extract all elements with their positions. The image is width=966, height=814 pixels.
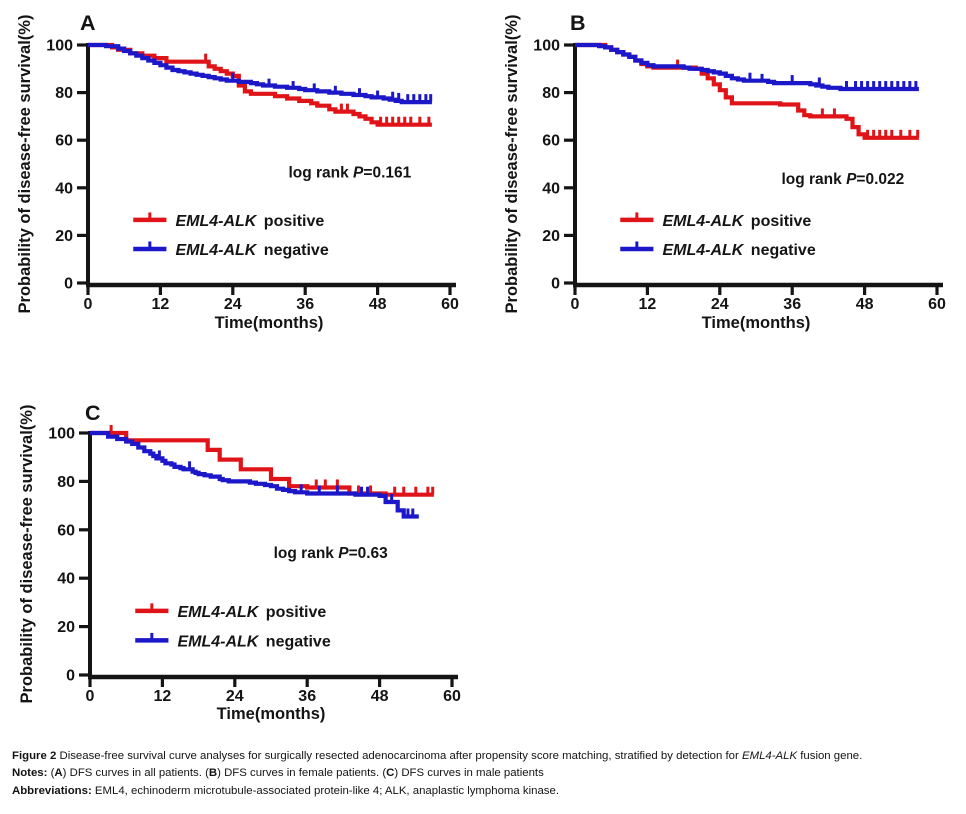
x-axis-title: Time(months) — [215, 314, 324, 332]
legend-label-positive: EML4-ALK positive — [662, 213, 811, 230]
survival-curve-negative — [88, 42, 432, 105]
legend-label-positive: EML4-ALK positive — [177, 604, 326, 621]
caption-segment: C — [386, 767, 395, 780]
caption-segment: ) DFS curves in female patients. ( — [217, 767, 387, 780]
x-tick-label: 36 — [783, 296, 801, 313]
x-tick-label: 24 — [224, 296, 242, 313]
y-tick-label: 60 — [542, 133, 560, 150]
y-tick-label: 0 — [551, 276, 560, 293]
caption-segment: EML4, echinoderm microtubule-associated … — [94, 784, 560, 797]
x-tick-label: 0 — [84, 296, 93, 313]
x-tick-label: 12 — [639, 296, 657, 313]
y-axis-title: Probability of disease-free survival(%) — [16, 15, 34, 314]
survival-curve-negative — [575, 42, 919, 92]
caption-segment: Notes: — [12, 767, 51, 780]
legend-label-positive: EML4-ALK positive — [175, 213, 324, 230]
y-tick-label: 80 — [57, 474, 75, 491]
x-tick-label: 48 — [369, 296, 387, 313]
log-rank-annotation: log rank P=0.161 — [288, 164, 411, 181]
legend-label-negative: EML4-ALK negative — [177, 633, 330, 650]
y-axis-title: Probability of disease-free survival(%) — [503, 15, 521, 314]
figure-caption: Figure 2 Disease-free survival curve ana… — [12, 748, 956, 800]
caption-segment: fusion gene. — [797, 750, 863, 762]
x-tick-label: 60 — [441, 296, 459, 313]
x-tick-label: 12 — [154, 688, 172, 705]
legend-label-negative: EML4-ALK negative — [662, 242, 815, 259]
km-chart-panel-c: C Probability of disease-free survival(%)… — [18, 401, 461, 723]
x-tick-label: 24 — [226, 688, 244, 705]
x-tick-label: 0 — [571, 296, 580, 313]
x-tick-label: 36 — [298, 688, 316, 705]
y-axis-title: Probability of disease-free survival(%) — [18, 405, 36, 704]
x-tick-label: 36 — [296, 296, 314, 313]
legend-label-negative: EML4-ALK negative — [175, 242, 328, 259]
caption-line: Figure 2 Disease-free survival curve ana… — [12, 748, 956, 765]
caption-segment: B — [208, 767, 218, 780]
km-chart-panel-b: B Probability of disease-free survival(%)… — [503, 11, 946, 332]
x-tick-label: 48 — [856, 296, 874, 313]
y-tick-label: 60 — [55, 133, 73, 150]
y-tick-label: 20 — [542, 228, 560, 245]
log-rank-annotation: log rank P=0.63 — [274, 545, 389, 562]
y-tick-label: 100 — [533, 38, 560, 55]
y-tick-label: 0 — [66, 668, 75, 685]
x-axis-title: Time(months) — [217, 705, 326, 723]
caption-segment: Disease-free survival curve analyses for… — [59, 750, 742, 762]
survival-curve-positive — [88, 42, 432, 127]
caption-segment: EML4-ALK — [741, 750, 798, 762]
x-axis-title: Time(months) — [702, 314, 811, 332]
y-tick-label: 60 — [57, 522, 75, 539]
caption-segment: ( — [50, 767, 55, 780]
caption-segment: A — [54, 767, 63, 780]
caption-segment: ) DFS curves in male patients — [394, 767, 544, 780]
survival-curve-positive — [575, 42, 919, 140]
x-tick-label: 60 — [928, 296, 946, 313]
x-tick-label: 60 — [443, 688, 461, 705]
survival-curve-negative — [90, 430, 419, 519]
y-tick-label: 100 — [48, 426, 75, 443]
caption-line: Abbreviations: EML4, echinoderm microtub… — [12, 783, 956, 800]
panel-letter: A — [80, 11, 96, 35]
x-tick-label: 24 — [711, 296, 729, 313]
y-tick-label: 40 — [57, 571, 75, 588]
panel-letter: B — [570, 11, 586, 35]
y-tick-label: 80 — [542, 85, 560, 102]
y-tick-label: 20 — [55, 228, 73, 245]
caption-segment: ) DFS curves in all patients. ( — [62, 767, 209, 780]
caption-segment: Abbreviations: — [12, 784, 95, 797]
panel-letter: C — [85, 401, 101, 425]
y-tick-label: 40 — [55, 180, 73, 197]
caption-line: Notes: (A) DFS curves in all patients. (… — [12, 765, 956, 782]
x-tick-label: 12 — [152, 296, 170, 313]
km-chart-panel-a: A Probability of disease-free survival(%)… — [16, 11, 459, 332]
y-tick-label: 40 — [542, 180, 560, 197]
y-tick-label: 80 — [55, 85, 73, 102]
y-tick-label: 100 — [46, 38, 73, 55]
y-tick-label: 20 — [57, 619, 75, 636]
x-tick-label: 48 — [371, 688, 389, 705]
caption-segment: Figure 2 — [12, 750, 60, 762]
x-tick-label: 0 — [86, 688, 95, 705]
log-rank-annotation: log rank P=0.022 — [781, 171, 904, 188]
y-tick-label: 0 — [64, 276, 73, 293]
